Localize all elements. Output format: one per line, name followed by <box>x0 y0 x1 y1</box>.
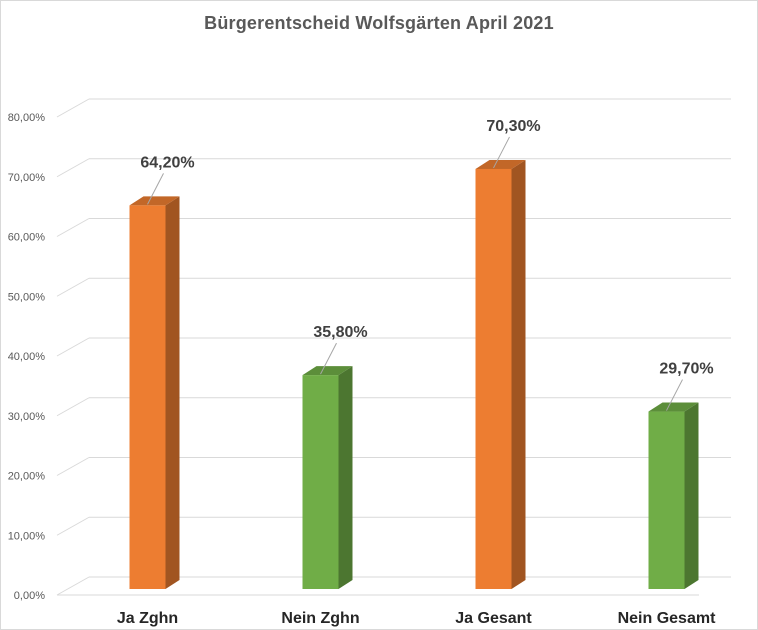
y-tick-label: 80,00% <box>8 112 46 124</box>
gridline-side <box>56 516 90 536</box>
x-tick-label: Ja Zghn <box>117 610 178 627</box>
leader-line <box>320 342 337 375</box>
bar <box>648 411 685 589</box>
x-tick-label: Ja Gesant <box>455 610 532 627</box>
bar-top <box>475 159 526 169</box>
leader-line <box>147 173 164 205</box>
gridline-side <box>56 218 90 237</box>
bar-top <box>648 402 699 412</box>
y-tick-label: 20,00% <box>8 471 46 483</box>
leader-line <box>666 379 683 411</box>
bar-top <box>302 366 353 376</box>
gridline-side <box>56 337 90 357</box>
bar <box>129 205 166 589</box>
bar-side <box>684 402 699 589</box>
y-tick-label: 40,00% <box>8 351 46 363</box>
bar-top <box>129 196 180 206</box>
y-tick-label: 30,00% <box>8 411 46 423</box>
bar-side <box>165 196 180 589</box>
chart-title: Bürgerentscheid Wolfsgärten April 2021 <box>204 13 554 33</box>
y-tick-label: 60,00% <box>8 232 46 244</box>
x-tick-label: Nein Zghn <box>281 610 359 627</box>
gridline-side <box>56 576 90 596</box>
gridline-side <box>56 397 90 417</box>
gridline-side <box>56 158 90 178</box>
data-label: 29,70% <box>659 361 713 378</box>
y-tick-label: 0,00% <box>14 590 45 602</box>
y-tick-label: 50,00% <box>8 291 46 303</box>
bar <box>475 168 512 589</box>
y-tick-label: 10,00% <box>8 530 46 542</box>
leader-line <box>493 136 510 169</box>
data-label: 70,30% <box>486 118 540 135</box>
y-tick-label: 70,00% <box>8 172 46 184</box>
x-tick-label: Nein Gesamt <box>618 610 716 627</box>
bar-side <box>511 159 526 589</box>
data-label: 35,80% <box>313 324 367 341</box>
gridline-side <box>56 457 90 476</box>
gridline-side <box>56 277 90 297</box>
bar-side <box>338 366 353 589</box>
gridline-side <box>56 98 90 118</box>
bar <box>302 375 339 589</box>
data-label: 64,20% <box>140 154 194 171</box>
